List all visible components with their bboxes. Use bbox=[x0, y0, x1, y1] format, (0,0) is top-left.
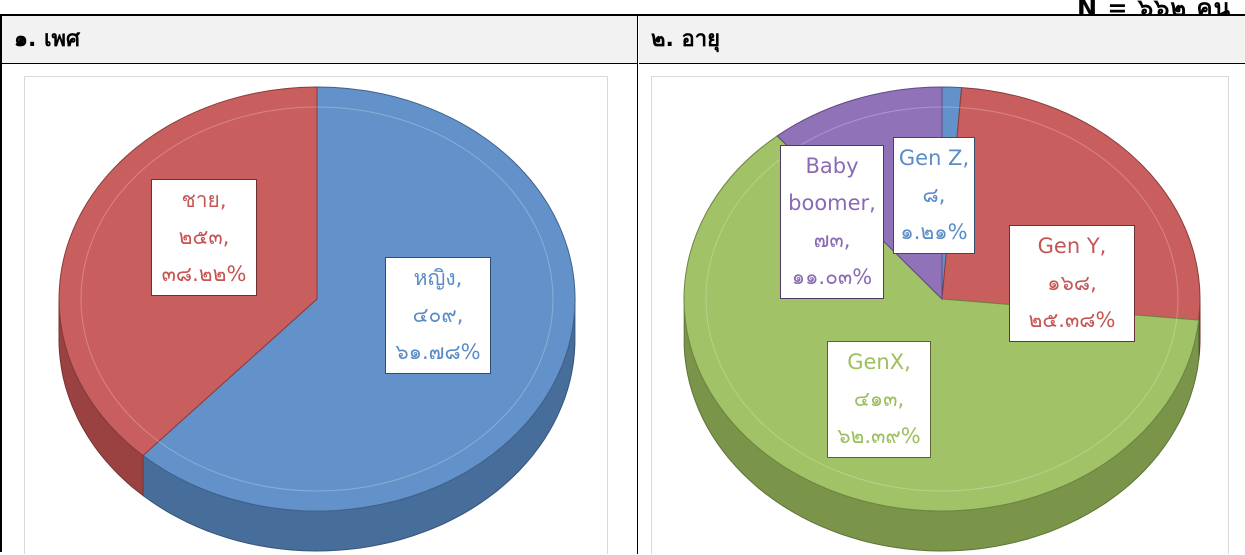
age-chart-cell: Gen Z, ๘, ๑.๒๑% Gen Y, ๑๖๘, ๒๕.๓๘% GenX, ๔๑๓, ๖๒… bbox=[639, 64, 1245, 554]
gen-y-label-line: ๑๖๘, bbox=[1047, 271, 1097, 295]
gen-y-slice bbox=[941, 87, 1201, 321]
male-label-line: ชาย, bbox=[181, 188, 227, 212]
gen-y-label-line: ๒๕.๓๘% bbox=[1028, 308, 1116, 332]
baby-boomer-label-line: ๑๑.๐๓% bbox=[791, 265, 873, 289]
gen-y-data-label: Gen Y, ๑๖๘, ๒๕.๓๘% bbox=[1009, 225, 1135, 342]
genx-label-line: GenX, bbox=[847, 350, 911, 374]
pie-rim-highlight bbox=[80, 106, 554, 492]
female-label-line: ๖๑.๗๘% bbox=[395, 340, 481, 364]
male-label-line: ๓๘.๒๒% bbox=[161, 262, 247, 286]
female-data-label: หญิง, ๔๐๙, ๖๑.๗๘% bbox=[385, 257, 491, 374]
female-label-line: ๔๐๙, bbox=[412, 303, 464, 327]
genx-label-line: ๔๑๓, bbox=[853, 387, 905, 411]
female-label-line: หญิง, bbox=[413, 266, 463, 290]
gender-pie-chart: หญิง, ๔๐๙, ๖๑.๗๘% ชาย, ๒๕๓, ๓๘.๒๒% bbox=[24, 76, 608, 554]
genx-label-line: ๖๒.๓๙% bbox=[837, 424, 921, 448]
genx-data-label: GenX, ๔๑๓, ๖๒.๓๙% bbox=[827, 341, 931, 458]
summary-table: ๑. เพศ ๒. อายุ หญิง, ๔๐๙, ๖๑.๗๘% ชาย, ๒๕๓, ๓๘… bbox=[0, 14, 1245, 554]
header-age: ๒. อายุ bbox=[639, 16, 1245, 64]
header-gender: ๑. เพศ bbox=[2, 16, 638, 64]
baby-boomer-data-label: Baby boomer, ๗๓, ๑๑.๐๓% bbox=[780, 145, 884, 299]
age-pie-chart: Gen Z, ๘, ๑.๒๑% Gen Y, ๑๖๘, ๒๕.๓๘% GenX, ๔๑๓, ๖๒… bbox=[651, 76, 1229, 554]
baby-boomer-label-line: Baby bbox=[805, 154, 859, 178]
gender-chart-cell: หญิง, ๔๐๙, ๖๑.๗๘% ชาย, ๒๕๓, ๓๘.๒๒% bbox=[2, 64, 638, 554]
baby-boomer-label-line: boomer, bbox=[788, 191, 876, 215]
gen-z-label-line: ๑.๒๑% bbox=[900, 220, 968, 244]
male-label-line: ๒๕๓, bbox=[178, 225, 230, 249]
gen-z-data-label: Gen Z, ๘, ๑.๒๑% bbox=[893, 137, 975, 254]
female-slice bbox=[142, 86, 576, 512]
male-data-label: ชาย, ๒๕๓, ๓๘.๒๒% bbox=[151, 179, 257, 296]
gen-z-label-line: Gen Z, bbox=[898, 146, 970, 170]
pie-rim-highlight bbox=[705, 106, 1179, 492]
gen-y-label-line: Gen Y, bbox=[1037, 234, 1107, 258]
baby-boomer-label-line: ๗๓, bbox=[813, 228, 851, 252]
gen-z-label-line: ๘, bbox=[922, 183, 946, 207]
gender-pie-svg bbox=[58, 86, 576, 552]
